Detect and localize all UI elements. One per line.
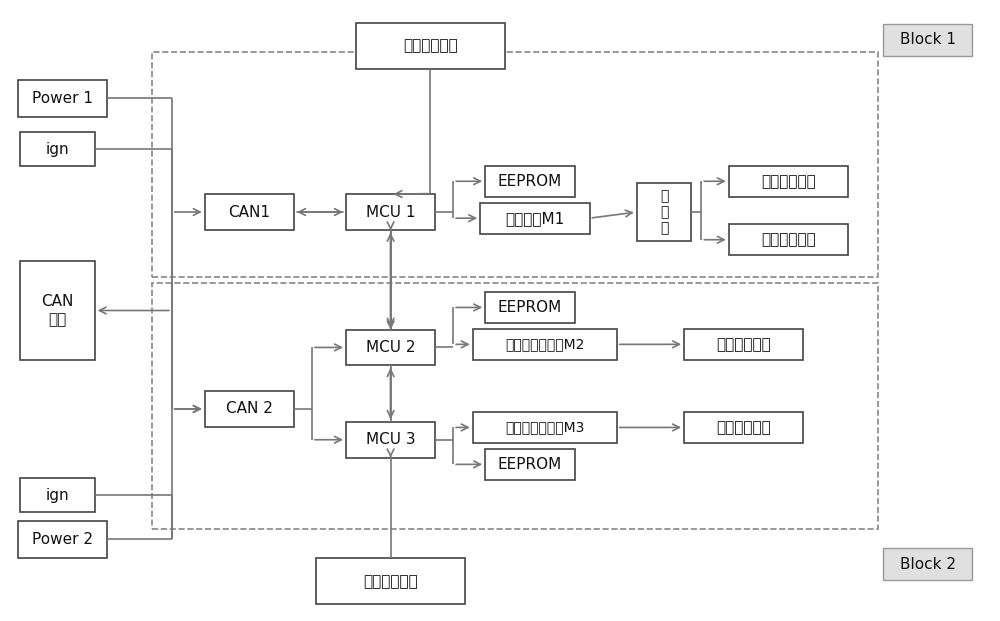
Bar: [18, 521, 107, 558]
Text: ign: ign: [46, 142, 69, 156]
Text: 制动踏板输入: 制动踏板输入: [403, 39, 458, 53]
Bar: [684, 329, 803, 360]
Bar: [20, 132, 95, 166]
Bar: [205, 194, 294, 230]
Bar: [637, 183, 691, 242]
Bar: [485, 449, 575, 480]
Bar: [346, 194, 435, 230]
Text: EEPROM: EEPROM: [498, 457, 562, 472]
Text: Power 1: Power 1: [32, 91, 93, 106]
Text: CAN1: CAN1: [228, 204, 270, 220]
Bar: [485, 292, 575, 323]
Text: Block 1: Block 1: [900, 32, 956, 47]
Text: 液
压
泵: 液 压 泵: [660, 189, 668, 235]
Bar: [356, 23, 505, 69]
Bar: [684, 412, 803, 443]
Bar: [729, 166, 848, 197]
Text: 助力电机M1: 助力电机M1: [505, 211, 564, 225]
Bar: [346, 330, 435, 365]
Bar: [473, 412, 617, 443]
Text: 左后轮制动器: 左后轮制动器: [716, 420, 771, 435]
Text: 右前轮制动器: 右前轮制动器: [761, 174, 816, 189]
Text: CAN
网络: CAN 网络: [41, 294, 74, 327]
Text: Block 2: Block 2: [900, 556, 956, 571]
Bar: [20, 478, 95, 512]
Bar: [20, 261, 95, 360]
Bar: [316, 558, 465, 604]
Bar: [346, 422, 435, 458]
Bar: [485, 166, 575, 197]
Bar: [883, 548, 972, 580]
Text: MCU 2: MCU 2: [366, 340, 415, 355]
Text: ign: ign: [46, 487, 69, 502]
Bar: [729, 224, 848, 255]
Text: 电子制动钳电机M3: 电子制动钳电机M3: [505, 420, 584, 435]
Text: 左前轮制动器: 左前轮制动器: [761, 232, 816, 247]
Bar: [883, 24, 972, 56]
Bar: [480, 203, 590, 233]
Bar: [152, 52, 878, 276]
Text: EEPROM: EEPROM: [498, 174, 562, 189]
Bar: [205, 391, 294, 427]
Text: Power 2: Power 2: [32, 532, 93, 547]
Bar: [473, 329, 617, 360]
Bar: [18, 79, 107, 117]
Text: 驻车请求输入: 驻车请求输入: [363, 574, 418, 589]
Text: CAN 2: CAN 2: [226, 401, 273, 417]
Text: MCU 1: MCU 1: [366, 204, 415, 220]
Bar: [152, 283, 878, 529]
Text: 电子制动钳电机M2: 电子制动钳电机M2: [505, 337, 584, 351]
Text: EEPROM: EEPROM: [498, 300, 562, 315]
Text: 右后轮制动器: 右后轮制动器: [716, 337, 771, 352]
Text: MCU 3: MCU 3: [366, 432, 415, 447]
